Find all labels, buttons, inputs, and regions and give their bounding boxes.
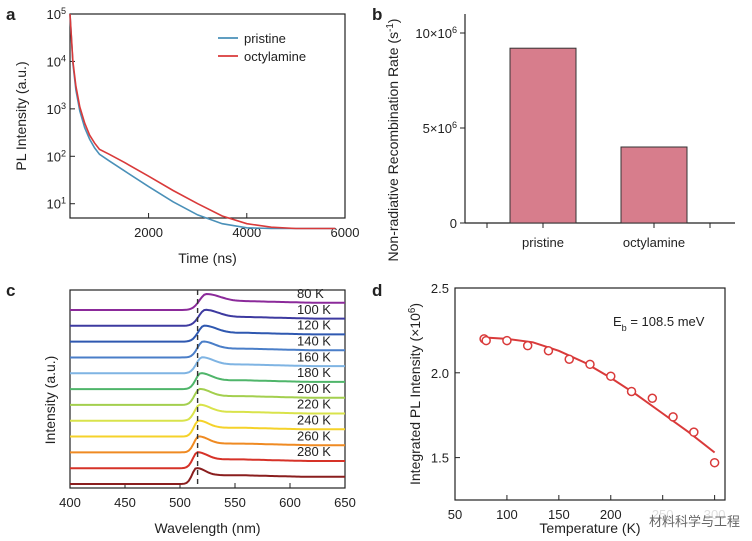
plot-frame-d — [454, 287, 726, 501]
watermark-text: 材料科学与工程 — [644, 510, 744, 531]
y-tick-label-a: 103 — [46, 101, 66, 117]
x-tick-label-d: 50 — [448, 507, 462, 522]
panel-b: b 0 5×106 10×106 pristine octylamine Non-radia… — [372, 5, 735, 261]
y-tick-label-d: 1.5 — [431, 451, 449, 466]
data-point — [689, 427, 699, 437]
x-tick-label-c: 400 — [59, 495, 81, 510]
data-point — [709, 457, 720, 468]
curve-label: 200 K — [297, 381, 331, 396]
data-point — [647, 393, 658, 403]
curve-label: 140 K — [297, 333, 331, 348]
legend-label-pristine: pristine — [244, 31, 286, 46]
x-tick-label-a: 6000 — [331, 225, 360, 240]
data-point — [668, 412, 678, 422]
bar-pristine — [509, 47, 577, 224]
legend-label-octylamine: octylamine — [244, 49, 306, 64]
data-point — [481, 335, 491, 346]
y-tick-label-a: 105 — [46, 6, 66, 22]
fit-curve — [480, 336, 716, 454]
spectrum-curve — [70, 356, 345, 375]
y-tick-label-a: 101 — [46, 196, 66, 212]
spectrum-curve — [70, 324, 345, 343]
y-tick-label-a: 104 — [46, 53, 66, 69]
x-tick-label-c: 550 — [224, 495, 246, 510]
y-axis-label-b: Non-radiative Recombination Rate (s-1) — [385, 19, 402, 262]
y-tick-label-b: 5×106 — [423, 120, 457, 136]
series-line-octylamine — [69, 13, 336, 230]
x-tick-label-d: 150 — [548, 507, 570, 522]
spectrum-curve — [70, 387, 345, 406]
curve-label: 280 K — [297, 444, 331, 459]
x-axis-label-a: Time (ns) — [178, 250, 237, 266]
y-tick-label-d: 2.0 — [431, 366, 449, 381]
x-tick-label-a: 2000 — [134, 225, 163, 240]
panel-label-c: c — [6, 281, 15, 300]
curve-label: 180 K — [297, 365, 331, 380]
data-point — [564, 354, 574, 364]
series-line-pristine — [69, 13, 336, 230]
x-tick-label-octylamine: octylamine — [623, 235, 685, 250]
x-tick-label-pristine: pristine — [522, 235, 564, 250]
y-tick-label-b: 0 — [450, 216, 457, 231]
curve-label: 260 K — [297, 428, 331, 443]
x-tick-label-c: 500 — [169, 495, 191, 510]
plot-frame-a — [69, 13, 346, 219]
data-point — [606, 371, 616, 381]
x-tick-label-c: 600 — [279, 495, 301, 510]
panel-label-d: d — [372, 281, 382, 300]
spectrum-curve — [70, 451, 345, 470]
x-tick-label-c: 650 — [334, 495, 356, 510]
spectrum-curve — [70, 372, 345, 391]
spectrum-curve — [70, 340, 345, 359]
data-point — [522, 340, 533, 351]
x-axis-label-d: Temperature (K) — [539, 520, 640, 536]
y-tick-label-b: 10×106 — [415, 25, 457, 41]
data-point — [502, 335, 512, 346]
spectrum-curve — [70, 403, 345, 422]
curve-label: 120 K — [297, 318, 331, 333]
spectrum-curve — [70, 435, 345, 454]
curve-label: 160 K — [297, 349, 331, 364]
data-point — [626, 386, 637, 397]
y-tick-label-a: 102 — [46, 148, 66, 164]
x-tick-label-d: 100 — [496, 507, 518, 522]
panel-label-a: a — [6, 5, 16, 24]
curve-label: 100 K — [297, 302, 331, 317]
y-axis-label-c: Intensity (a.u.) — [42, 356, 58, 445]
y-tick-label-d: 2.5 — [431, 281, 449, 296]
curve-label: 240 K — [297, 413, 331, 428]
spectrum-curve — [70, 467, 345, 485]
data-point — [585, 359, 595, 370]
spectrum-curve — [70, 292, 345, 311]
spectrum-curve — [70, 308, 345, 327]
panel-label-b: b — [372, 5, 382, 24]
x-tick-label-c: 450 — [114, 495, 136, 510]
spectrum-curve — [70, 419, 345, 438]
data-point — [543, 346, 554, 356]
curve-label: 220 K — [297, 397, 331, 412]
x-tick-label-d: 200 — [600, 507, 622, 522]
y-axis-label-d: Integrated PL Intensity (×106) — [407, 303, 424, 485]
x-axis-label-c: Wavelength (nm) — [154, 520, 260, 536]
panel-d: d501001502002503001.52.02.5Eb = 108.5 me… — [372, 281, 726, 536]
curve-label: 80 K — [297, 286, 324, 301]
y-axis-label-a: PL Intensity (a.u.) — [13, 61, 29, 170]
bar-octylamine — [620, 146, 688, 224]
annotation-eb: Eb = 108.5 meV — [613, 314, 705, 333]
